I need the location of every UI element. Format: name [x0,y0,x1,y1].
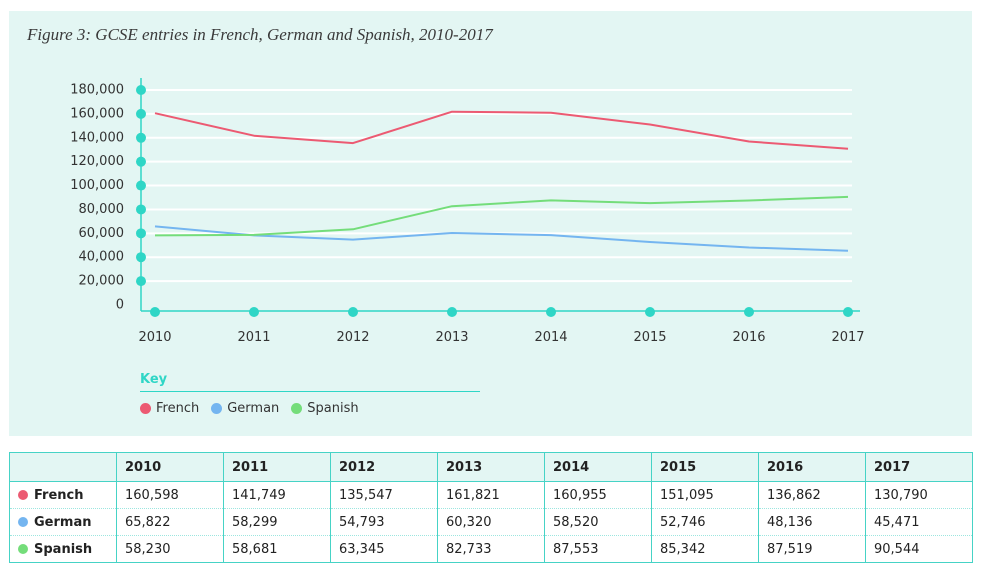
table-cell: 65,822 [116,508,224,536]
x-tick-label: 2015 [633,330,666,345]
table-cell: 54,793 [330,508,438,536]
table-cell: 58,230 [116,535,224,563]
table-cell: 58,520 [544,508,652,536]
table-corner-cell [9,452,117,482]
x-tick-dot [249,307,259,317]
table-cell: 52,746 [651,508,759,536]
legend-label: German [227,401,280,416]
table-cell: 45,471 [865,508,973,536]
table-cell: 160,598 [116,481,224,509]
table-cell: 48,136 [758,508,866,536]
table-row: Spanish 58,230 58,681 63,345 82,733 87,553 85,… [9,535,973,563]
table-header-cell: 2012 [330,452,438,482]
table-cell: 87,519 [758,535,866,563]
y-tick-label: 160,000 [70,106,124,121]
legend-item-german: German [211,401,279,416]
y-tick-label: 180,000 [70,83,124,98]
legend-title: Key [140,372,168,387]
row-dot-icon [18,543,28,554]
legend-item-french: French [140,401,199,416]
x-tick-label: 2017 [831,330,864,345]
y-tick-label: 100,000 [70,178,124,193]
table-cell: 135,547 [330,481,438,509]
table-row: French 160,598 141,749 135,547 161,821 160,95… [9,481,973,509]
table-header-cell: 2011 [223,452,331,482]
table-header-cell: 2013 [437,452,545,482]
chart-panel: Figure 3: GCSE entries in French, German… [9,11,972,436]
table-cell: 58,299 [223,508,331,536]
line-chart: 0 20,000 40,000 60,000 80,000 100,000 120,000 1… [70,78,865,345]
table-cell: 161,821 [437,481,545,509]
table-cell: 82,733 [437,535,545,563]
x-tick-label: 2011 [237,330,270,345]
table-cell: 160,955 [544,481,652,509]
y-tick-label: 140,000 [70,130,124,145]
y-tick-label: 80,000 [79,202,125,217]
x-tick-label: 2016 [732,330,765,345]
table-header-cell: 2014 [544,452,652,482]
row-label-cell: Spanish [9,535,117,563]
table-header-row: 2010 2011 2012 2013 2014 2015 2016 2017 [9,452,973,482]
series-line-french [154,110,849,150]
table-cell: 136,862 [758,481,866,509]
legend-dot-icon [291,403,303,414]
row-label: German [34,514,92,530]
legend-label: French [156,401,200,416]
table-cell: 60,320 [437,508,545,536]
table-header-cell: 2017 [865,452,973,482]
x-tick-label: 2013 [435,330,468,345]
chart-title: Figure 3: GCSE entries in French, German… [27,25,493,44]
series-line-spanish [154,195,849,237]
table-cell: 90,544 [865,535,973,563]
x-tick-dot [150,307,160,317]
y-tick-label: 0 [116,298,124,313]
x-tick-label: 2012 [336,330,369,345]
table-cell: 58,681 [223,535,331,563]
table-cell: 63,345 [330,535,438,563]
table-cell: 130,790 [865,481,973,509]
legend-dot-icon [211,403,223,414]
table-cell: 141,749 [223,481,331,509]
table-header-cell: 2010 [116,452,224,482]
row-label: French [34,487,84,503]
x-tick-dot [447,307,457,317]
x-tick-dot [348,307,358,317]
x-tick-dot [843,307,853,317]
row-dot-icon [18,489,28,500]
row-label-cell: German [9,508,117,536]
table-cell: 87,553 [544,535,652,563]
table-header-cell: 2016 [758,452,866,482]
table-header-cell: 2015 [651,452,759,482]
series-line-german [154,225,849,252]
y-tick-label: 120,000 [70,154,124,169]
y-tick-label: 20,000 [79,274,125,289]
x-tick-label: 2010 [138,330,171,345]
x-tick-label: 2014 [534,330,567,345]
legend-item-spanish: Spanish [291,401,359,416]
row-label-cell: French [9,481,117,509]
y-tick-label: 60,000 [79,226,125,241]
legend-label: Spanish [307,401,359,416]
table-cell: 151,095 [651,481,759,509]
row-label: Spanish [34,541,93,557]
x-tick-dot [744,307,754,317]
x-tick-dot [546,307,556,317]
legend-dot-icon [140,403,151,414]
table-cell: 85,342 [651,535,759,563]
row-dot-icon [18,516,28,527]
table-row: German 65,822 58,299 54,793 60,320 58,520 52,7… [9,508,973,536]
y-tick-label: 40,000 [79,250,125,265]
legend-divider [140,391,480,392]
legend: French German Spanish [140,401,359,416]
x-tick-dot [645,307,655,317]
data-table: 2010 2011 2012 2013 2014 2015 2016 2017 French 1… [9,452,973,563]
